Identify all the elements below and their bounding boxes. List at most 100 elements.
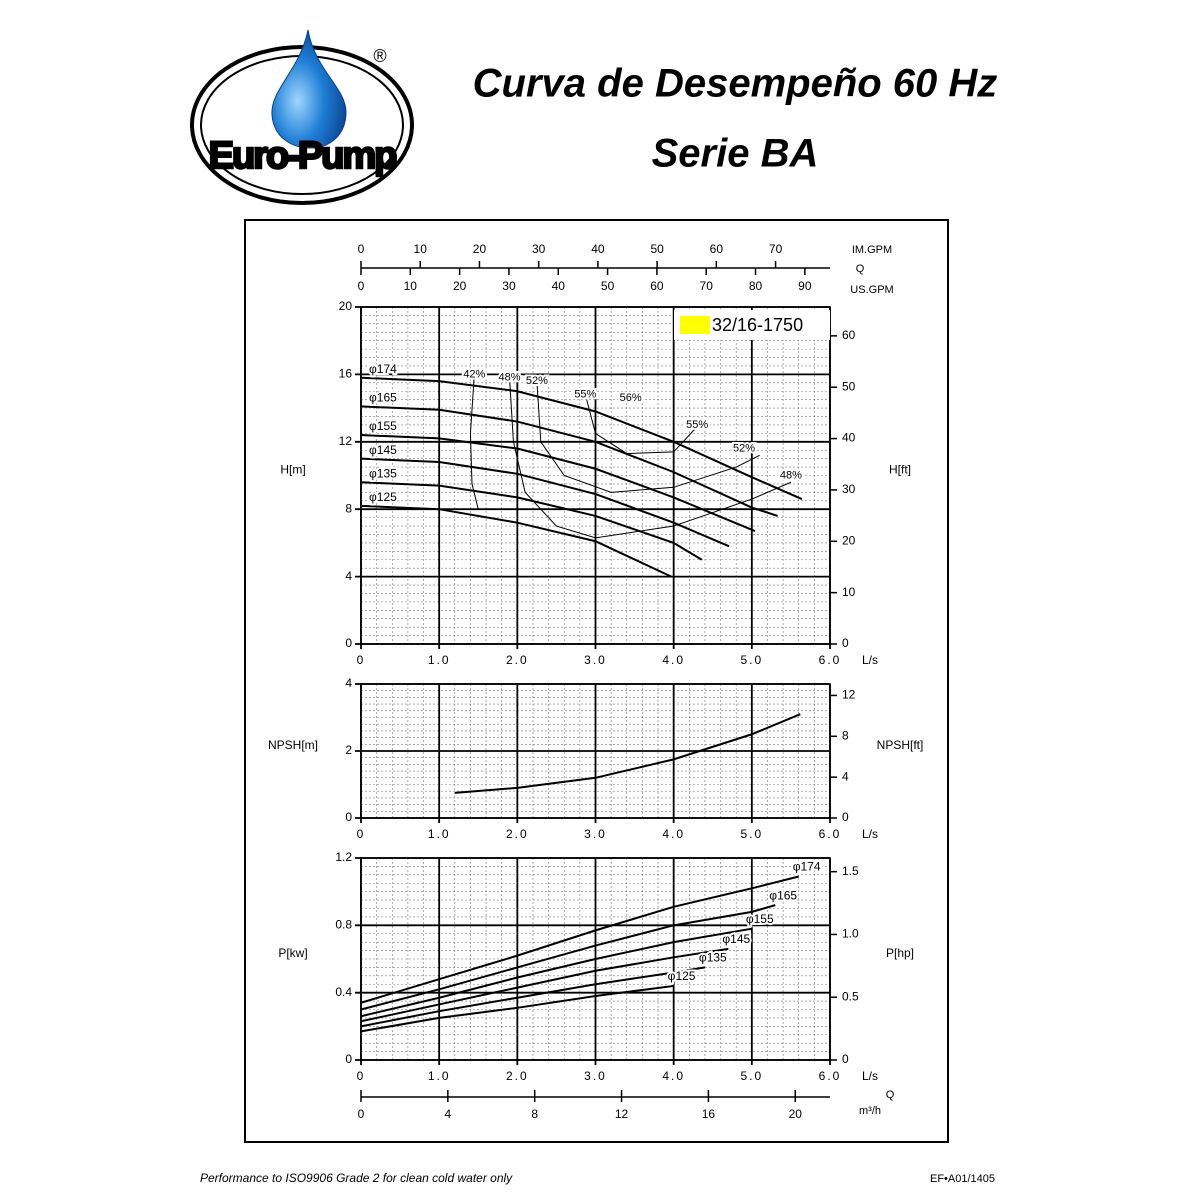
top-axis-tick-label: 30	[502, 279, 516, 293]
efficiency-label: 55%	[574, 389, 596, 401]
x-tick-label: 1.0	[428, 827, 451, 841]
y-tick-label: 12	[339, 434, 353, 448]
y2-tick-label: 0	[842, 636, 849, 650]
y2-axis-label: P[hp]	[886, 946, 914, 960]
top-axis-tick-label: 40	[552, 279, 566, 293]
x-tick-label: 0	[357, 1069, 366, 1083]
series-label: φ135	[699, 951, 727, 965]
y2-tick-label: 0	[842, 810, 849, 824]
x-tick-label: 3.0	[584, 653, 607, 667]
x-tick-label: 0	[357, 827, 366, 841]
top-axis-tick-label: 50	[601, 279, 615, 293]
top-axis-tick-label: 20	[473, 242, 487, 256]
series-label: φ135	[369, 466, 397, 480]
top-axis-tick-label: 70	[769, 242, 783, 256]
y2-tick-label: 20	[842, 533, 856, 547]
x-axis-label: L/s	[862, 653, 878, 667]
bottom-axis-tick-label: 4	[445, 1107, 452, 1121]
x-tick-label: 3.0	[584, 827, 607, 841]
y-tick-label: 4	[345, 676, 352, 690]
bottom-axis-tick-label: 12	[615, 1107, 629, 1121]
x-tick-label: 6.0	[819, 1069, 842, 1083]
y-tick-label: 1.2	[335, 850, 352, 864]
series-label: φ174	[793, 860, 821, 874]
series-label: φ125	[668, 969, 696, 983]
y2-tick-label: 10	[842, 585, 856, 599]
legend-swatch	[680, 316, 710, 334]
series-label: φ155	[369, 419, 397, 433]
top-axis-name: IM.GPM	[852, 244, 892, 256]
efficiency-curve	[536, 381, 760, 493]
x-tick-label: 4.0	[662, 653, 685, 667]
y-tick-label: 20	[339, 299, 353, 313]
y2-tick-label: 50	[842, 379, 856, 393]
bottom-axis-tick-label: 8	[531, 1107, 538, 1121]
top-axis-tick-label: 10	[404, 279, 418, 293]
top-axis-tick-label: 90	[798, 279, 812, 293]
logo-text: Euro-Pump	[209, 135, 397, 177]
y-tick-label: 2	[345, 743, 352, 757]
curve	[360, 947, 729, 1023]
bottom-axis-name: m³/h	[859, 1105, 881, 1117]
top-axis-tick-label: 10	[414, 242, 428, 256]
y2-tick-label: 0.5	[842, 989, 859, 1003]
series-label: φ125	[369, 490, 397, 504]
x-tick-label: 4.0	[662, 827, 685, 841]
footer-code: EF•A01/1405	[930, 1173, 995, 1185]
y-tick-label: 0	[345, 636, 352, 650]
series-label: φ145	[369, 443, 397, 457]
bottom-axis-tick-label: 0	[358, 1107, 365, 1121]
curve	[360, 875, 799, 1004]
logo-drop	[271, 29, 347, 149]
curve	[360, 376, 803, 501]
top-axis-tick-label: 40	[591, 242, 605, 256]
x-tick-label: 5.0	[740, 1069, 763, 1083]
curve	[360, 457, 730, 548]
x-tick-label: 1.0	[428, 653, 451, 667]
top-axis-tick-label: 50	[650, 242, 664, 256]
y2-tick-label: 8	[842, 728, 849, 742]
title: Curva de Desempeño 60 Hz	[473, 62, 998, 106]
y-tick-label: 0	[345, 1052, 352, 1066]
top-axis-tick-label: 60	[710, 242, 724, 256]
series-label: φ155	[746, 912, 774, 926]
x-tick-label: 2.0	[506, 653, 529, 667]
y-axis-label: H[m]	[280, 463, 305, 477]
x-tick-label: 3.0	[584, 1069, 607, 1083]
logo-registered: ®	[373, 46, 386, 66]
y-tick-label: 0.4	[335, 985, 352, 999]
top-axis-tick-label: 20	[453, 279, 467, 293]
curve	[360, 927, 753, 1018]
y-tick-label: 0	[345, 810, 352, 824]
top-axis-tick-label: 80	[749, 279, 763, 293]
plot-frame	[360, 857, 831, 1061]
curve	[360, 434, 756, 533]
y2-tick-label: 1.5	[842, 864, 859, 878]
x-tick-label: 5.0	[740, 653, 763, 667]
bottom-axis-label: Q	[886, 1089, 895, 1101]
series-label: φ165	[769, 888, 797, 902]
y2-tick-label: 30	[842, 482, 856, 496]
annotation: 48%	[780, 469, 802, 481]
curve	[360, 504, 672, 578]
x-tick-label: 6.0	[819, 827, 842, 841]
x-axis-label: L/s	[862, 827, 878, 841]
plot-frame	[360, 683, 831, 819]
curve	[360, 904, 776, 1011]
y2-tick-label: 60	[842, 328, 856, 342]
y-tick-label: 4	[345, 569, 352, 583]
y2-tick-label: 12	[842, 688, 856, 702]
curve	[360, 966, 706, 1028]
series-label: φ145	[722, 932, 750, 946]
subtitle: Serie BA	[652, 132, 819, 176]
top-axis-tick-label: 70	[700, 279, 714, 293]
top-axis-tick-label: 30	[532, 242, 546, 256]
annotation: 55%	[686, 419, 708, 431]
top-axis-tick-label: 60	[650, 279, 664, 293]
y-tick-label: 0.8	[335, 918, 352, 932]
x-tick-label: 2.0	[506, 1069, 529, 1083]
series-label: φ165	[369, 391, 397, 405]
x-tick-label: 4.0	[662, 1069, 685, 1083]
x-tick-label: 0	[357, 653, 366, 667]
